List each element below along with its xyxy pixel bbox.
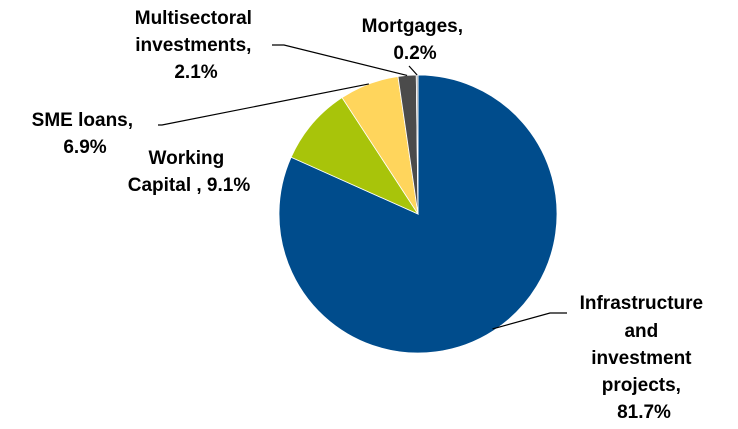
data-label-working-capital: Working Capital , 9.1% xyxy=(128,148,251,196)
leader-line-infrastructure-and-investment-projects xyxy=(492,312,567,330)
leader-lines xyxy=(158,44,567,330)
data-label-infrastructure: Infrastructure and investment projects, … xyxy=(580,293,709,423)
data-label-multisectoral: Multisectoral investments, 2.1% xyxy=(135,8,257,83)
leader-line-multisectoral-investments xyxy=(272,44,408,77)
leader-line-sme-loans xyxy=(158,83,369,126)
pie-slice-working-capital xyxy=(290,97,420,215)
pie-slices xyxy=(278,74,558,354)
data-label-sme-loans: SME loans, 6.9% xyxy=(32,110,139,158)
data-label-mortgages: Mortgages, 0.2% xyxy=(362,16,469,64)
pie-slice-infrastructure-and-investment-projects xyxy=(278,74,558,354)
leader-line-mortgages xyxy=(408,65,418,76)
